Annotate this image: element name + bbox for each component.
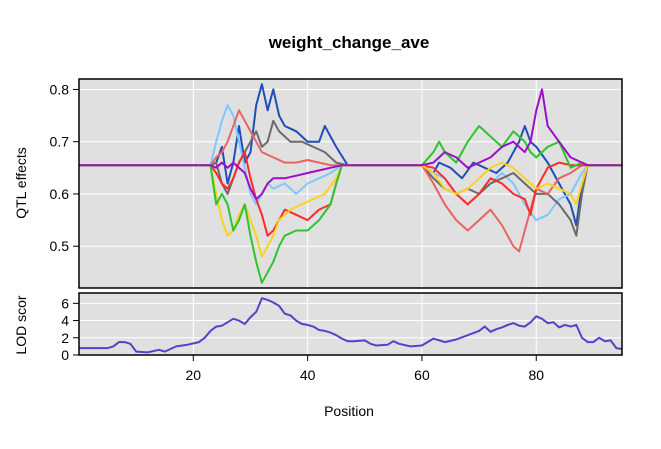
qtl-effects-y-ticks: 0.5 0.6 0.7 0.8 [50, 81, 79, 254]
x-axis-ticks: 20 40 60 80 [186, 355, 544, 383]
qtl-effects-plot-area [79, 79, 622, 288]
top-y-tick-label-3: 0.8 [50, 81, 70, 97]
x-tick-label-3: 80 [528, 367, 544, 383]
qtl-effects-panel: 0.5 0.6 0.7 0.8 QTL effects [13, 78, 623, 289]
x-tick-label-1: 40 [300, 367, 316, 383]
qtl-effects-lines [79, 83, 622, 284]
qtl-effects-frame [78, 78, 623, 289]
qtl-effects-y-axis-label: QTL effects [13, 147, 29, 219]
bot-y-tick-label-2: 4 [61, 313, 69, 329]
x-axis-label: Position [324, 403, 374, 419]
bot-y-tick-label-1: 2 [61, 330, 69, 346]
top-y-tick-label-2: 0.7 [50, 134, 70, 150]
x-tick-label-2: 60 [414, 367, 430, 383]
top-y-tick-label-0: 0.5 [50, 238, 70, 254]
lod-score-series-0 [79, 297, 623, 354]
bot-y-tick-label-3: 6 [61, 295, 69, 311]
qtl-effects-grid [79, 79, 622, 288]
top-y-tick-label-1: 0.6 [50, 186, 70, 202]
lod-score-plot-area [79, 293, 622, 355]
lod-score-y-axis-label: LOD scor [13, 295, 29, 354]
qtl-effect-series-0 [79, 83, 622, 227]
qtl-effect-series-6 [79, 125, 622, 284]
x-tick-label-0: 20 [186, 367, 202, 383]
lod-score-frame [78, 292, 623, 356]
chart-title: weight_change_ave [268, 33, 430, 52]
lod-score-panel: 024 6 LOD scor [13, 292, 623, 363]
lod-score-lines [79, 297, 623, 354]
qtl-effect-series-7 [79, 88, 622, 201]
lod-score-y-ticks: 024 6 [61, 295, 79, 363]
bot-y-tick-label-0: 0 [61, 347, 69, 363]
